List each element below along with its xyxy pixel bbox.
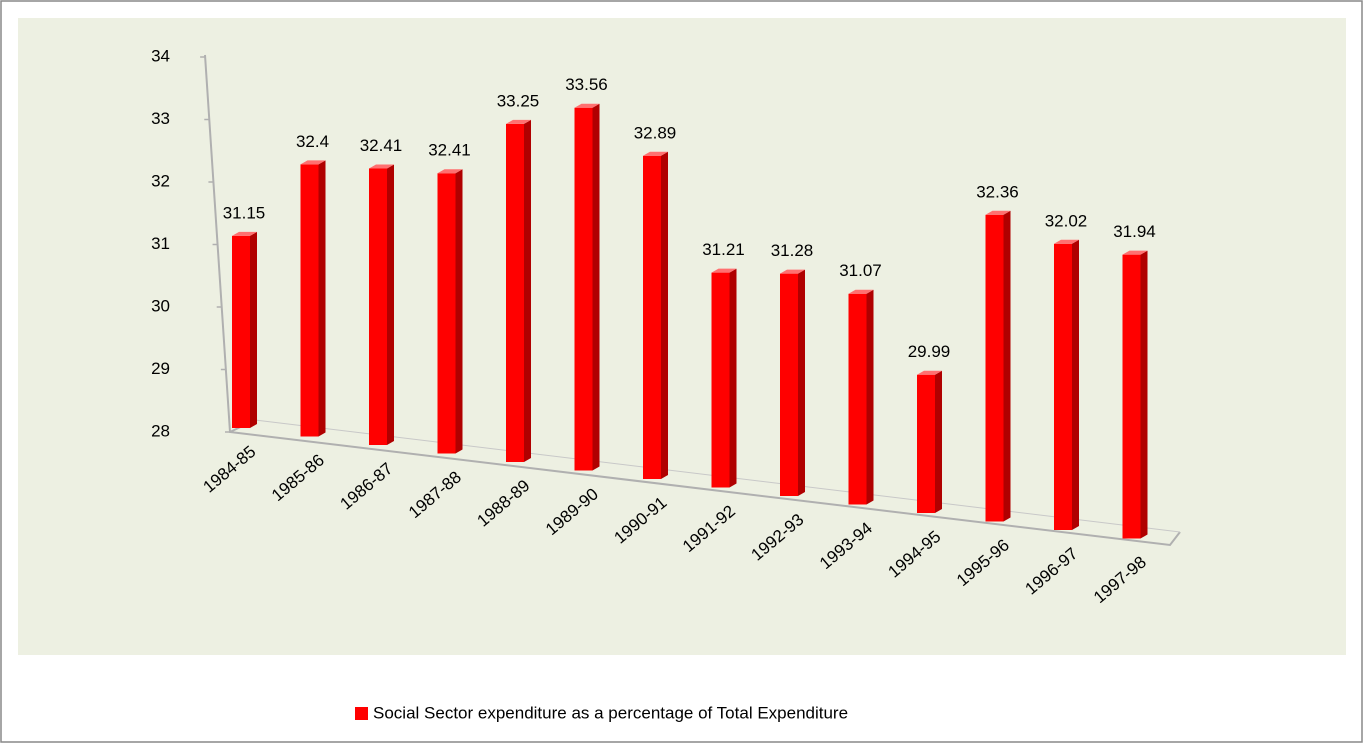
value-label: 31.28 [771, 241, 814, 260]
y-tick-label: 30 [151, 296, 170, 315]
bar-top [643, 151, 668, 156]
bar-front [369, 168, 387, 446]
bar-top [1122, 250, 1148, 255]
y-tick-label: 31 [151, 234, 170, 253]
bar [437, 169, 463, 454]
bar [917, 370, 942, 513]
bar [780, 269, 805, 496]
y-tick-label: 34 [151, 46, 170, 65]
bar [1122, 250, 1148, 539]
bar-top [574, 103, 600, 108]
value-label: 31.94 [1113, 222, 1156, 241]
bar [711, 268, 737, 488]
bar-top [1054, 239, 1079, 244]
y-tick-label: 33 [151, 109, 170, 128]
bar-side [455, 169, 463, 454]
value-label: 31.15 [223, 203, 266, 222]
value-label: 32.89 [634, 123, 677, 142]
bar-top [848, 289, 874, 294]
bar-side [592, 103, 600, 471]
bar-top [917, 370, 942, 375]
bar [506, 119, 531, 463]
bar-front [780, 273, 798, 496]
value-label: 32.4 [296, 132, 329, 151]
bar-side [866, 289, 874, 505]
value-label: 31.21 [702, 240, 745, 259]
bar [1054, 239, 1079, 530]
value-label: 32.36 [976, 182, 1019, 201]
bar-front [574, 107, 593, 471]
value-label: 29.99 [908, 342, 951, 361]
bar [848, 289, 874, 505]
bar-top [232, 231, 257, 236]
bar-top [300, 160, 326, 165]
bar-side [250, 231, 257, 428]
y-tick-label: 29 [151, 359, 170, 378]
bar-top [506, 119, 531, 124]
value-label: 31.07 [839, 261, 882, 280]
bar-top [780, 269, 805, 274]
bar [985, 210, 1011, 522]
bar-front [985, 214, 1004, 522]
bar [369, 164, 394, 446]
bar-front [643, 155, 661, 479]
axis-frame [204, 54, 1181, 547]
bar-front [300, 164, 319, 437]
bar [643, 151, 668, 479]
value-label: 32.41 [360, 136, 403, 155]
bar-front [506, 123, 524, 463]
bar-top [711, 268, 737, 273]
bar [574, 103, 600, 471]
bar-side [318, 160, 326, 437]
y-tick-label: 32 [151, 171, 170, 190]
bar-front [917, 374, 935, 513]
bar-front [1122, 254, 1141, 539]
bar-side [798, 269, 805, 496]
bar-front [437, 173, 456, 454]
bar-top [369, 164, 394, 169]
bar-side [661, 151, 668, 479]
bar-side [1072, 239, 1079, 530]
bar-side [524, 119, 531, 463]
bar [232, 231, 257, 428]
value-label: 33.25 [497, 91, 540, 110]
legend-label: Social Sector expenditure as a percentag… [373, 703, 848, 722]
bar [300, 160, 326, 437]
legend-swatch [355, 707, 368, 720]
bar-top [985, 210, 1011, 215]
bar-front [1054, 243, 1072, 530]
bar-side [1140, 250, 1148, 539]
bar-side [1003, 210, 1011, 522]
bar-side [729, 268, 737, 488]
value-label: 32.41 [428, 141, 471, 160]
bar-top [437, 169, 463, 174]
value-label: 32.02 [1045, 211, 1088, 230]
bar-front [848, 293, 867, 505]
y-tick-label: 28 [151, 421, 170, 440]
bar-front [711, 272, 730, 488]
bar-side [935, 370, 942, 513]
value-label: 33.56 [565, 75, 608, 94]
bar-side [387, 164, 394, 446]
bar-front [232, 235, 250, 428]
